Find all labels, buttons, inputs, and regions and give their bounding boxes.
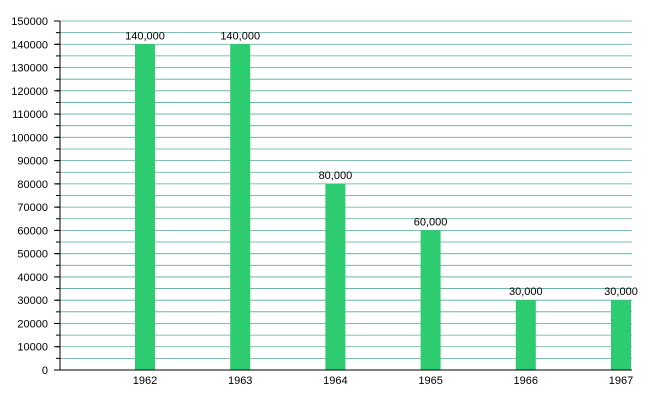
y-tick-label: 50000 <box>17 249 48 261</box>
data-label: 140,000 <box>125 30 165 42</box>
y-tick-label: 30000 <box>17 295 48 307</box>
bar <box>515 300 536 370</box>
y-tick-label: 130000 <box>11 63 48 75</box>
y-tick-label: 60000 <box>17 225 48 237</box>
bar <box>611 300 631 370</box>
y-tick-label: 20000 <box>17 318 48 330</box>
x-tick-label: 1965 <box>418 375 442 387</box>
y-tick-label: 70000 <box>17 202 48 214</box>
data-label: 60,000 <box>414 216 448 228</box>
data-label: 30,000 <box>604 286 638 298</box>
bar <box>420 230 441 370</box>
axes <box>54 20 632 371</box>
x-tick-label: 1963 <box>228 375 252 387</box>
y-tick-label: 40000 <box>17 272 48 284</box>
data-label: 140,000 <box>220 30 260 42</box>
y-tick-label: 0 <box>42 365 48 377</box>
x-tick-label: 1966 <box>514 375 538 387</box>
data-label: 80,000 <box>319 170 353 182</box>
y-tick-label: 80000 <box>17 179 48 191</box>
y-tick-label: 150000 <box>11 16 48 28</box>
y-tick-label: 120000 <box>11 86 48 98</box>
y-tick-label: 140000 <box>11 39 48 51</box>
x-tick-label: 1962 <box>133 375 157 387</box>
bars <box>135 44 631 371</box>
y-tick-label: 90000 <box>17 156 48 168</box>
x-tick-label: 1967 <box>609 375 633 387</box>
bar <box>135 44 155 371</box>
y-tick-label: 110000 <box>12 109 48 121</box>
grid-lines <box>60 20 632 359</box>
bar <box>325 183 346 370</box>
y-tick-label: 100000 <box>11 132 48 144</box>
labels: 0 10000 20000 30000 40000 50000 60000 70000 8000… <box>11 16 638 387</box>
bar <box>230 44 251 371</box>
x-tick-label: 1964 <box>323 375 347 387</box>
data-label: 30,000 <box>509 286 543 298</box>
y-tick-label: 10000 <box>17 342 48 354</box>
